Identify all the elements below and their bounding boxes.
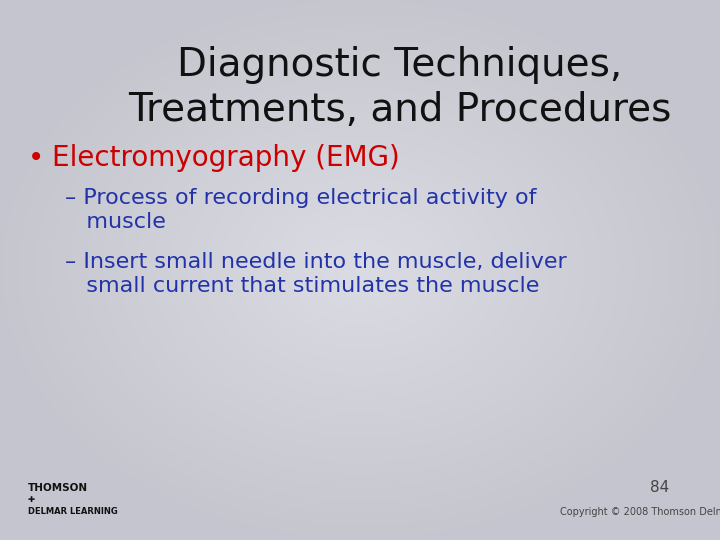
- Text: Electromyography (EMG): Electromyography (EMG): [52, 144, 400, 172]
- Text: muscle: muscle: [65, 212, 166, 232]
- Text: – Process of recording electrical activity of: – Process of recording electrical activi…: [65, 188, 536, 208]
- Text: •: •: [28, 144, 44, 172]
- Text: Treatments, and Procedures: Treatments, and Procedures: [128, 91, 672, 129]
- Text: 84: 84: [650, 481, 670, 496]
- Text: small current that stimulates the muscle: small current that stimulates the muscle: [65, 276, 539, 296]
- Text: DELMAR LEARNING: DELMAR LEARNING: [28, 508, 118, 516]
- Text: Copyright © 2008 Thomson Delmar Learning: Copyright © 2008 Thomson Delmar Learning: [560, 507, 720, 517]
- Text: THOMSON: THOMSON: [28, 483, 88, 493]
- Text: Diagnostic Techniques,: Diagnostic Techniques,: [177, 46, 623, 84]
- Text: ✚: ✚: [28, 496, 35, 504]
- Text: – Insert small needle into the muscle, deliver: – Insert small needle into the muscle, d…: [65, 252, 567, 272]
